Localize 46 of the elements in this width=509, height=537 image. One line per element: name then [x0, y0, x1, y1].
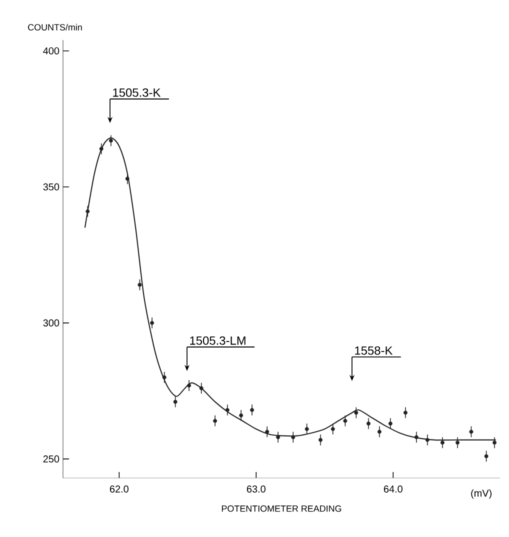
point [108, 138, 113, 143]
annotation: 1558-K [355, 346, 393, 355]
point [366, 422, 370, 426]
x-axis-title: POTENTIOMETER READING [222, 505, 342, 512]
point [162, 375, 166, 380]
point [304, 427, 309, 432]
point [343, 418, 348, 423]
point [99, 146, 104, 151]
y-axis-title: COUNTS/min [28, 24, 82, 30]
x-tick-label: 63.0 [246, 486, 266, 493]
point [377, 430, 382, 434]
point [388, 422, 392, 426]
point [291, 435, 296, 440]
y-tick-label: 350 [43, 183, 60, 190]
point [150, 320, 154, 325]
point [173, 400, 178, 404]
point [330, 427, 335, 432]
point [414, 435, 418, 440]
point [199, 386, 204, 390]
point [213, 418, 218, 423]
point [440, 440, 444, 445]
point [484, 454, 488, 458]
point [354, 410, 358, 415]
point [492, 440, 497, 445]
point [187, 384, 192, 388]
point [86, 209, 90, 214]
point [403, 410, 408, 415]
point [138, 282, 142, 287]
point [456, 440, 460, 445]
point [250, 408, 254, 412]
point [239, 413, 244, 418]
x-tick-label: 64.0 [384, 486, 402, 493]
point [425, 438, 430, 442]
point [265, 430, 270, 434]
annotation: 1505.3-K [113, 88, 161, 97]
point [318, 438, 323, 442]
point [469, 430, 474, 434]
y-tick-label: 300 [43, 319, 60, 326]
annotation: 1505.3-LM [190, 336, 246, 345]
point [125, 176, 130, 181]
point [225, 408, 230, 412]
y-tick-label: 250 [43, 455, 60, 462]
y-tick-label: 400 [43, 47, 60, 54]
point [276, 435, 280, 440]
text: (mV) [471, 489, 492, 499]
x-tick-label: 62.0 [110, 486, 128, 493]
